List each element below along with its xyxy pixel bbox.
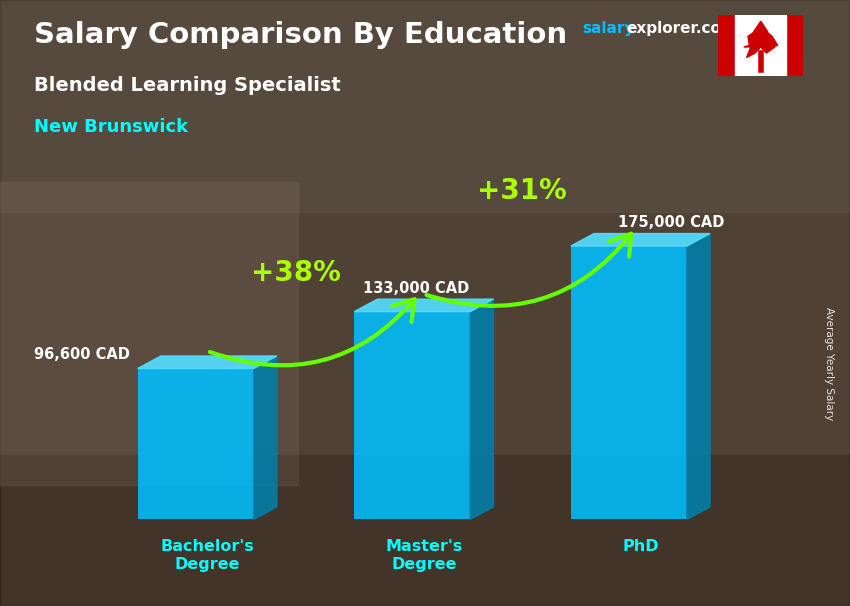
Text: Blended Learning Specialist: Blended Learning Specialist [34, 76, 341, 95]
Text: salary: salary [582, 21, 635, 36]
Polygon shape [138, 356, 277, 368]
Text: Master's
Degree: Master's Degree [385, 539, 462, 571]
Polygon shape [687, 233, 710, 519]
Text: 96,600 CAD: 96,600 CAD [34, 347, 130, 362]
Text: Salary Comparison By Education: Salary Comparison By Education [34, 21, 567, 49]
Bar [138, 368, 253, 519]
Text: explorer.com: explorer.com [626, 21, 737, 36]
Text: 175,000 CAD: 175,000 CAD [618, 215, 724, 230]
Bar [0, 454, 850, 606]
Text: Bachelor's
Degree: Bachelor's Degree [161, 539, 254, 571]
Polygon shape [470, 299, 494, 519]
Bar [0, 0, 850, 212]
Text: 133,000 CAD: 133,000 CAD [363, 281, 469, 296]
Bar [354, 311, 470, 519]
Text: +31%: +31% [477, 178, 567, 205]
Text: +38%: +38% [251, 259, 341, 287]
Polygon shape [253, 356, 277, 519]
Polygon shape [571, 233, 710, 246]
Bar [0, 182, 298, 485]
Bar [735, 15, 786, 76]
Polygon shape [744, 21, 778, 58]
Bar [571, 246, 687, 519]
Polygon shape [354, 299, 494, 311]
Text: PhD: PhD [622, 539, 659, 554]
FancyArrowPatch shape [210, 299, 415, 365]
Text: Average Yearly Salary: Average Yearly Salary [824, 307, 834, 420]
FancyArrowPatch shape [427, 234, 632, 306]
Text: New Brunswick: New Brunswick [34, 118, 188, 136]
